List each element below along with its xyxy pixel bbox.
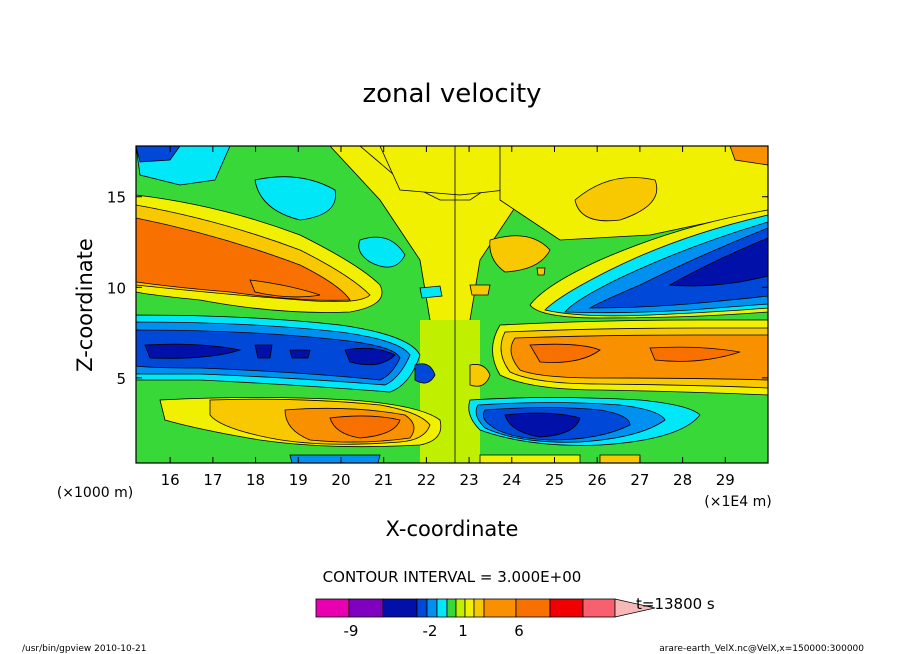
y-axis-label: Z-coordinate — [73, 238, 97, 372]
x-tick-label: 22 — [417, 471, 436, 489]
x-tick-label: 19 — [289, 471, 308, 489]
colorbar-label: -9 — [344, 622, 359, 640]
x-tick-label: 29 — [716, 471, 735, 489]
x-units-note: (×1E4 m) — [704, 494, 771, 510]
y-units-note: (×1000 m) — [57, 485, 133, 501]
x-ticks: 16 17 18 19 20 21 22 23 24 25 26 27 28 29 — [161, 146, 735, 489]
x-tick-label: 25 — [545, 471, 564, 489]
x-tick-label: 20 — [331, 471, 350, 489]
colorbar-swatch — [582, 598, 616, 618]
x-tick-label: 23 — [460, 471, 479, 489]
x-axis-label: X-coordinate — [386, 517, 519, 541]
x-tick-label: 26 — [588, 471, 607, 489]
colorbar-arrow — [614, 598, 656, 618]
colorbar-swatch — [446, 598, 457, 618]
colorbar-label: -2 — [423, 622, 438, 640]
colorbar-swatch — [515, 598, 551, 618]
colorbar-swatch — [549, 598, 584, 618]
colorbar-swatch — [426, 598, 438, 618]
x-tick-label: 21 — [374, 471, 393, 489]
x-tick-label: 17 — [203, 471, 222, 489]
footer-left: /usr/bin/gpview 2010-10-21 — [22, 644, 146, 654]
footer-right: arare-earth_VelX.nc@VelX,x=150000:300000 — [659, 644, 864, 654]
y-tick-label: 5 — [116, 370, 126, 388]
chart-title: zonal velocity — [362, 79, 541, 109]
x-tick-label: 27 — [630, 471, 649, 489]
colorbar: -9 -2 1 6 — [315, 598, 656, 640]
x-tick-label: 24 — [502, 471, 521, 489]
colorbar-swatch — [436, 598, 448, 618]
colorbar-swatch — [473, 598, 485, 618]
y-ticks: 5 10 15 — [107, 189, 768, 388]
y-tick-label: 15 — [107, 189, 126, 207]
colorbar-swatch — [455, 598, 466, 618]
time-label: t=13800 s — [636, 595, 715, 613]
colorbar-swatch — [416, 598, 428, 618]
plot-frame — [135, 145, 769, 464]
colorbar-swatch — [483, 598, 517, 618]
colorbar-swatch — [382, 598, 418, 618]
colorbar-label: 6 — [514, 622, 524, 640]
colorbar-label: 1 — [458, 622, 468, 640]
colorbar-swatch — [348, 598, 384, 618]
contour-field — [136, 146, 768, 463]
x-tick-label: 16 — [161, 471, 180, 489]
contour-interval-label: CONTOUR INTERVAL = 3.000E+00 — [323, 568, 582, 586]
colorbar-swatch — [464, 598, 475, 618]
colorbar-swatch — [315, 598, 350, 618]
y-tick-label: 10 — [107, 279, 126, 297]
x-tick-label: 18 — [246, 471, 265, 489]
x-tick-label: 28 — [673, 471, 692, 489]
